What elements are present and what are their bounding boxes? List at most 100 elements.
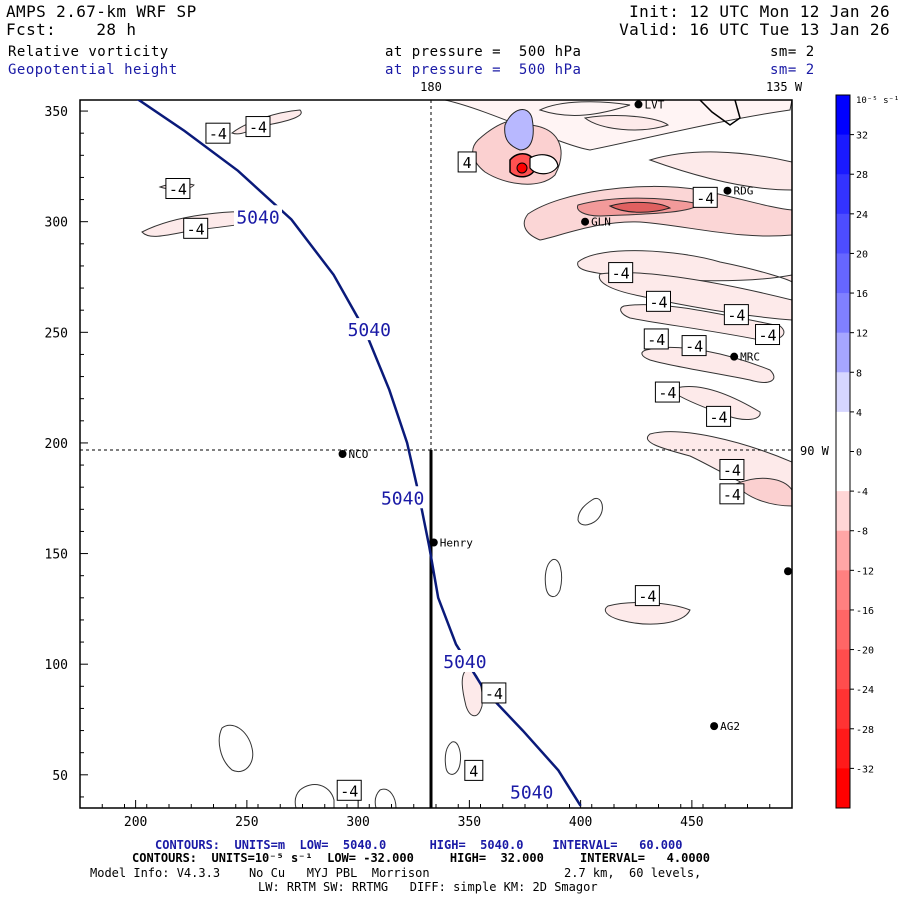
- model-physics: LW: RRTM SW: RRTMG DIFF: simple KM: 2D S…: [258, 880, 598, 894]
- colorbar-tick-label: 0: [856, 448, 862, 459]
- vorticity-label-box: [719, 483, 745, 505]
- vorticity-contour-label: -4: [209, 125, 227, 143]
- colorbar-swatch: [836, 728, 850, 769]
- vorticity-label-box: [634, 585, 660, 607]
- colorbar-tick-label: -32: [856, 764, 874, 775]
- station-label: Henry: [440, 537, 473, 550]
- station-label: MRC: [740, 351, 760, 364]
- station-marker: [730, 352, 739, 361]
- vorticity-contour-label: -4: [710, 408, 728, 426]
- x-tick-label: 200: [124, 815, 147, 830]
- colorbar-swatch: [836, 609, 850, 651]
- height-contour-units: UNITS=m: [234, 838, 286, 852]
- y-tick-label: 350: [45, 105, 68, 120]
- vorticity-contour-label: -4: [647, 331, 665, 349]
- colorbar-tick-label: 24: [856, 210, 868, 221]
- height-contour-label: 5040: [381, 488, 424, 509]
- vorticity-contour-label: -4: [249, 119, 267, 137]
- field-relative-vorticity: Relative vorticity: [8, 44, 169, 60]
- colorbar-swatch: [836, 451, 850, 492]
- colorbar-swatch: [836, 213, 850, 254]
- colorbar-tick-label: -20: [856, 646, 874, 657]
- model-title: AMPS 2.67-km WRF SP: [6, 2, 197, 21]
- vorticity-label-box: [646, 290, 671, 312]
- colorbar-tick-label: 12: [856, 329, 868, 340]
- station-label: AG2: [720, 720, 740, 733]
- vorticity-label-box: [457, 151, 477, 173]
- y-tick-label: 100: [45, 658, 68, 673]
- station-marker: [581, 217, 590, 226]
- x-tick-label: 350: [458, 815, 481, 830]
- vorticity-contour-high: HIGH= 32.000: [449, 851, 544, 865]
- colorbar-tick-label: 28: [856, 170, 868, 181]
- station-marker: [723, 186, 732, 195]
- contours-height-line: CONTOURS: UNITS=m LOW= 5040.0 HIGH= 5040…: [155, 838, 682, 852]
- y-tick-label: 200: [45, 437, 68, 452]
- colorbar-swatch: [836, 768, 850, 809]
- vorticity-contour-label: -4: [758, 327, 776, 345]
- init-time: Init: 12 UTC Mon 12 Jan 26: [629, 2, 890, 21]
- vorticity-label-box: [692, 186, 718, 208]
- colorbar-swatch: [836, 530, 850, 571]
- vorticity-contour-label: -4: [649, 293, 667, 311]
- colorbar-swatch: [836, 372, 850, 413]
- colorbar-swatch: [836, 332, 850, 373]
- colorbar-swatch: [836, 570, 850, 611]
- colorbar: 10⁻⁵ s⁻¹ 32 28 24 20 16 12 8 4 0 -4 -8 -12 -16 -20 -24…: [835, 94, 899, 809]
- colorbar-swatch: [836, 689, 850, 730]
- latlon-lines: [80, 99, 792, 808]
- vorticity-contour-label: CONTOURS:: [132, 851, 198, 865]
- station-label: LVT: [644, 98, 664, 111]
- lon-label-135w: 135 W: [766, 80, 803, 94]
- model-levels: 2.7 km, 60 levels,: [564, 866, 702, 880]
- axes: 200 250 300 350 400 450 50 100 150 200 250 300 350: [45, 105, 793, 830]
- colorbar-tick-label: -8: [856, 527, 868, 538]
- smoothing-2: sm= 2: [770, 62, 815, 78]
- height-contour-label: CONTOURS:: [155, 838, 221, 852]
- pressure-level-1: at pressure = 500 hPa: [385, 44, 582, 60]
- vorticity-label-box: [336, 779, 362, 801]
- vorticity-label-box: [719, 458, 745, 480]
- colorbar-tick-label: -16: [856, 606, 874, 617]
- vorticity-label-box: [245, 116, 271, 138]
- colorbar-tick-label: -4: [856, 487, 868, 498]
- station-marker: [784, 567, 792, 576]
- vorticity-label-box: [183, 217, 209, 239]
- vorticity-contour-label: -4: [658, 384, 676, 402]
- vorticity-label-box: [464, 759, 484, 781]
- y-tick-label: 250: [45, 326, 68, 341]
- height-contour-label: 5040: [443, 652, 486, 673]
- colorbar-swatch: [836, 134, 850, 175]
- vorticity-contour-label: -4: [727, 307, 745, 325]
- height-contour-label: 5040: [236, 207, 279, 228]
- contours-vorticity-line: CONTOURS: UNITS=10⁻⁵ s⁻¹ LOW= -32.000 HI…: [132, 851, 710, 865]
- vorticity-contour-label: -4: [696, 189, 714, 207]
- pressure-level-2: at pressure = 500 hPa: [385, 62, 582, 78]
- height-contour-label: 5040: [348, 320, 391, 341]
- vorticity-label-box: [755, 324, 781, 346]
- vorticity-label-box: [608, 262, 634, 284]
- vorticity-contour-label: -4: [340, 782, 358, 800]
- colorbar-tick-label: 8: [856, 368, 862, 379]
- vorticity-label-box: [706, 405, 732, 427]
- station-label: NCO: [349, 448, 369, 461]
- vorticity-contour-label: -4: [485, 685, 503, 703]
- height-label-bg: [507, 780, 556, 803]
- height-label-bg: [378, 486, 427, 509]
- lon-label-90w: 90 W: [800, 444, 830, 458]
- colorbar-tick-label: 20: [856, 249, 868, 260]
- colorbar-tick-label: 32: [856, 131, 868, 142]
- y-tick-label: 300: [45, 216, 68, 231]
- vorticity-label-box: [481, 682, 507, 704]
- height-contour-high: HIGH= 5040.0: [429, 838, 524, 852]
- colorbar-tick-label: 16: [856, 289, 868, 300]
- colorbar-tick-label: -24: [856, 685, 874, 696]
- vorticity-contour-label: -4: [169, 181, 187, 199]
- vorticity-contour-label: 4: [469, 762, 478, 780]
- vorticity-contour-interval: INTERVAL= 4.0000: [579, 851, 711, 865]
- x-tick-label: 300: [346, 815, 369, 830]
- colorbar-swatch: [836, 174, 850, 215]
- height-contour-low: LOW= 5040.0: [299, 838, 387, 852]
- stations: LVT RDG GLN MRC NCO Henry AG2: [338, 98, 792, 733]
